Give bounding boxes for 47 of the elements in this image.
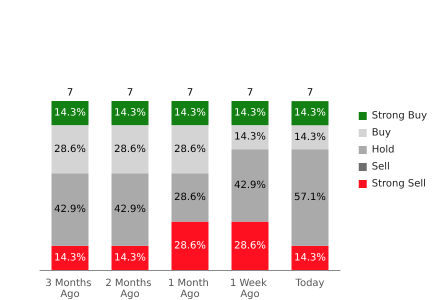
x-tick-label: 2 Months Ago xyxy=(105,278,155,300)
legend-label: Strong Sell xyxy=(372,178,426,190)
data-label: 14.3% xyxy=(54,252,86,264)
legend-label: Hold xyxy=(372,144,395,156)
data-label: 28.6% xyxy=(174,192,206,204)
data-label: 28.6% xyxy=(114,144,146,155)
x-tick-label: 1 Month Ago xyxy=(168,278,212,300)
data-label: 14.3% xyxy=(114,108,146,119)
bar xyxy=(52,125,88,174)
data-label: 42.9% xyxy=(114,204,146,216)
legend-label: Sell xyxy=(372,162,390,172)
bar xyxy=(172,222,208,270)
bar xyxy=(52,173,88,246)
annotation: 7 xyxy=(186,88,194,99)
data-label: 14.3% xyxy=(114,252,146,264)
annotation: 7 xyxy=(246,88,254,99)
data-label: 14.3% xyxy=(234,132,266,143)
data-label: 28.6% xyxy=(174,240,206,252)
bar xyxy=(292,149,328,246)
x-tick-label: Today xyxy=(294,278,325,289)
data-label: 42.9% xyxy=(54,204,86,216)
legend-label: Buy xyxy=(372,128,391,138)
bar xyxy=(172,173,208,222)
data-label: 14.3% xyxy=(294,108,326,119)
data-label: 28.6% xyxy=(54,144,86,155)
data-label: 14.3% xyxy=(234,108,266,119)
bar xyxy=(172,125,208,174)
data-label: 14.3% xyxy=(294,252,326,264)
data-label: 28.6% xyxy=(234,240,266,252)
x-tick-label: 3 Months Ago xyxy=(45,278,95,300)
data-label: 42.9% xyxy=(234,180,266,191)
bar xyxy=(232,149,268,222)
bar xyxy=(232,125,268,150)
annotation: 7 xyxy=(126,88,134,99)
data-label: 14.3% xyxy=(54,108,86,119)
bar xyxy=(112,125,148,174)
legend-label: Strong Buy xyxy=(372,110,428,122)
x-tick-label: 1 Week Ago xyxy=(230,278,270,300)
annotation: 7 xyxy=(306,88,314,99)
bar xyxy=(232,222,268,270)
data-label: 14.3% xyxy=(174,108,206,119)
bar xyxy=(112,173,148,246)
data-label: 14.3% xyxy=(294,132,326,143)
bar xyxy=(292,101,328,126)
data-label: 57.1% xyxy=(294,192,326,204)
data-label: 28.6% xyxy=(174,144,206,155)
annotation: 7 xyxy=(66,88,74,99)
